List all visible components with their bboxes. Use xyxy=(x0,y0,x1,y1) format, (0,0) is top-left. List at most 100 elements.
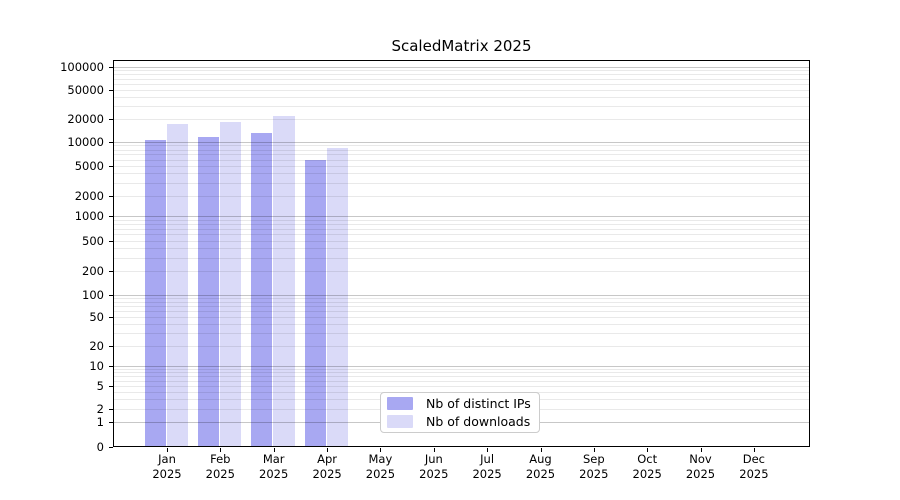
gridline-minor xyxy=(113,345,810,347)
y-tick-mark xyxy=(108,196,113,197)
y-tick-label-100: 100 xyxy=(82,288,104,302)
x-tick-label-jan: Jan 2025 xyxy=(152,452,182,481)
y-tick-mark xyxy=(108,216,113,217)
gridline-minor xyxy=(113,159,810,161)
y-tick-label-1: 1 xyxy=(96,414,104,429)
y-tick-mark xyxy=(108,421,113,423)
y-tick-label-1000: 1000 xyxy=(74,209,104,223)
y-tick-mark xyxy=(108,271,113,272)
x-tick-label-aug: Aug 2025 xyxy=(525,452,556,481)
gridline-minor xyxy=(113,119,810,120)
gridline-minor xyxy=(113,196,810,197)
x-tick-label-sep: Sep 2025 xyxy=(579,452,609,481)
gridline-minor xyxy=(113,149,810,151)
x-tick-mark xyxy=(540,448,542,452)
gridline-major xyxy=(113,141,810,143)
x-tick-label-nov: Nov 2025 xyxy=(685,452,716,481)
legend: Nb of distinct IPs Nb of downloads xyxy=(380,392,540,433)
bar-distinct-ips-apr xyxy=(304,159,326,447)
gridline-minor xyxy=(113,248,810,250)
gridline-minor xyxy=(113,234,810,236)
x-tick-label-apr: Apr 2025 xyxy=(312,452,342,481)
x-tick-mark xyxy=(220,448,222,452)
y-tick-mark xyxy=(108,119,113,120)
x-tick-mark xyxy=(273,448,275,452)
y-tick-mark xyxy=(108,345,113,347)
y-tick-mark xyxy=(108,409,113,411)
gridline-minor xyxy=(113,302,810,303)
x-tick-mark xyxy=(327,448,329,452)
chart-title: ScaledMatrix 2025 xyxy=(391,37,532,55)
y-tick-label-5000: 5000 xyxy=(74,159,104,173)
gridline-minor xyxy=(113,372,810,374)
gridline-minor xyxy=(113,376,810,378)
x-tick-label-feb: Feb 2025 xyxy=(205,452,235,481)
bar-downloads-mar xyxy=(273,116,295,447)
y-tick-label-20000: 20000 xyxy=(67,112,104,126)
y-tick-label-10000: 10000 xyxy=(67,134,104,149)
gridline-minor xyxy=(113,257,810,259)
x-tick-mark xyxy=(433,448,435,452)
gridline-minor xyxy=(113,380,810,382)
gridline-major xyxy=(113,366,810,367)
x-tick-mark xyxy=(647,448,649,452)
y-tick-label-20: 20 xyxy=(89,338,104,353)
gridline-minor xyxy=(113,74,810,76)
gridline-minor xyxy=(113,90,810,91)
distinct-ips-swatch-icon xyxy=(387,397,413,411)
bar-distinct-ips-jan xyxy=(144,139,166,447)
gridline-minor xyxy=(113,271,810,272)
gridline-minor xyxy=(113,306,810,308)
gridline-minor xyxy=(113,311,810,312)
gridline-minor xyxy=(113,323,810,325)
downloads-swatch-icon xyxy=(387,414,413,428)
y-tick-label-50000: 50000 xyxy=(67,83,104,97)
x-tick-mark xyxy=(593,448,595,452)
gridline-minor xyxy=(113,83,810,85)
bar-downloads-jan xyxy=(166,123,188,447)
y-tick-label-200: 200 xyxy=(82,264,104,278)
y-tick-label-50: 50 xyxy=(89,309,104,324)
gridline-minor xyxy=(113,106,810,108)
y-tick-mark xyxy=(108,386,113,387)
bar-distinct-ips-feb xyxy=(197,136,219,447)
x-tick-mark xyxy=(700,448,702,452)
gridline-minor xyxy=(113,228,810,230)
y-tick-mark xyxy=(108,166,113,167)
y-tick-mark xyxy=(108,90,113,91)
x-tick-label-oct: Oct 2025 xyxy=(632,452,662,481)
gridline-minor xyxy=(113,70,810,72)
gridline-minor xyxy=(113,224,810,225)
y-tick-label-100000: 100000 xyxy=(60,59,104,74)
y-tick-mark xyxy=(108,447,113,448)
y-tick-mark xyxy=(108,66,113,68)
gridline-minor xyxy=(113,154,810,156)
y-tick-label-0: 0 xyxy=(96,440,104,454)
x-tick-label-jun: Jun 2025 xyxy=(419,452,449,481)
gridline-minor xyxy=(113,241,810,242)
x-tick-label-dec: Dec 2025 xyxy=(739,452,769,481)
y-tick-label-500: 500 xyxy=(82,234,104,248)
x-tick-label-may: May 2025 xyxy=(365,452,396,481)
y-tick-label-5: 5 xyxy=(96,379,104,393)
bar-downloads-apr xyxy=(326,148,348,447)
gridline-minor xyxy=(113,145,810,147)
gridline-minor xyxy=(113,78,810,80)
gridline-minor xyxy=(113,173,810,175)
gridline-minor xyxy=(113,182,810,184)
plot-area: Nb of distinct IPs Nb of downloads xyxy=(113,60,810,447)
y-tick-label-2: 2 xyxy=(96,402,104,417)
gridline-major xyxy=(113,295,810,296)
y-tick-label-10: 10 xyxy=(89,359,104,373)
gridline-minor xyxy=(113,166,810,167)
y-tick-mark xyxy=(108,366,113,367)
gridline-minor xyxy=(113,332,810,334)
gridline-minor xyxy=(113,298,810,300)
legend-item-distinct-ips: Nb of distinct IPs xyxy=(387,396,533,411)
gridline-minor xyxy=(113,316,810,318)
x-tick-mark xyxy=(380,448,382,452)
gridline-minor xyxy=(113,97,810,99)
gridline-major xyxy=(113,216,810,217)
y-tick-mark xyxy=(108,241,113,242)
